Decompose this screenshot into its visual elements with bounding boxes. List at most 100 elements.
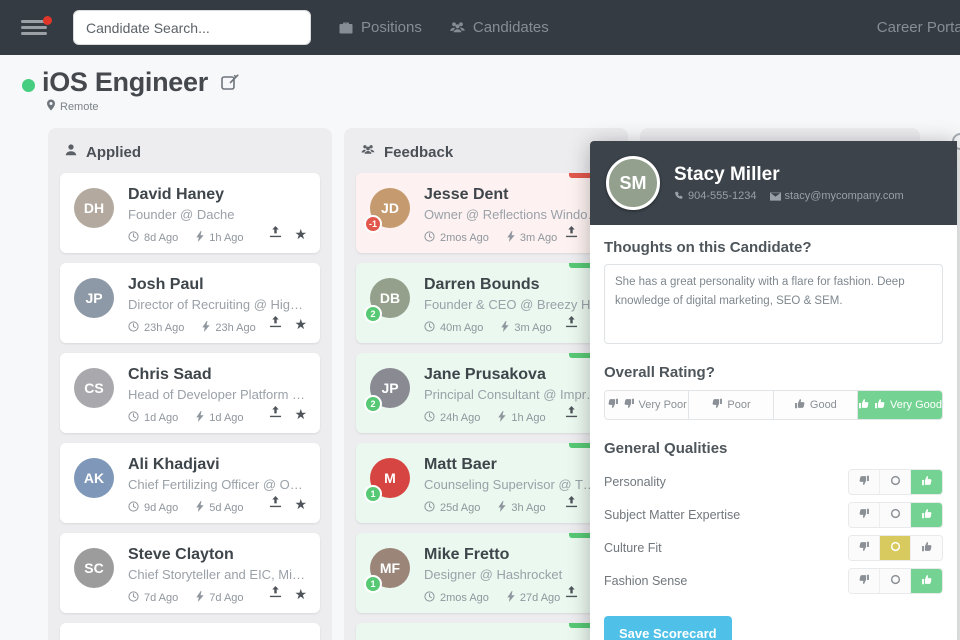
rating-label: Very Good [890,399,943,411]
thumb-up-icon [921,506,933,524]
search-input[interactable] [73,10,311,45]
star-icon[interactable]: ★ [294,406,307,422]
nav-item-label: Positions [361,19,422,36]
applied-ago: 1d Ago [144,412,179,424]
overall-rating-very-poor[interactable]: Very Poor [605,391,690,419]
candidate-phone: 904-555-1234 [674,190,757,202]
upload-icon[interactable] [565,405,578,423]
quality-label: Fashion Sense [604,574,688,588]
score-bar [569,443,607,448]
candidate-card[interactable]: CS Chris Saad Head of Developer Platform @… [60,353,320,433]
rating-label: Very Poor [638,399,687,411]
upload-icon[interactable] [269,495,282,513]
activity-ago: 1d Ago [209,412,244,424]
avatar: DH [74,188,114,228]
bolt-icon [196,591,204,605]
candidate-subtitle: Chief Fertilizing Officer @ One Tree Pl.… [128,477,306,492]
save-scorecard-button[interactable]: Save Scorecard [604,616,732,640]
quality-label: Culture Fit [604,541,662,555]
people-icon [449,20,466,36]
activity-ago: 1h Ago [511,412,546,424]
candidate-subtitle: Principal Consultant @ Improving Ent... [424,387,602,402]
bolt-icon [196,411,204,425]
quality-down-button[interactable] [849,470,880,494]
bolt-icon [507,591,515,605]
bolt-icon [501,321,510,335]
notification-dot [43,15,52,25]
candidate-meta: 9d Ago 5d Ago [128,501,306,515]
upload-icon[interactable] [269,585,282,603]
bolt-icon [498,411,507,425]
upload-icon[interactable] [565,315,578,333]
candidate-email: stacy@mycompany.com [769,190,904,202]
star-icon[interactable]: ★ [294,496,307,512]
score-bar [569,173,607,178]
career-portal-link[interactable]: Career Portal [876,19,960,36]
position-header: iOS Engineer Remote [0,55,960,150]
column-title: Applied [86,143,141,161]
candidate-card[interactable]: MF 1 Mike Fretto Designer @ Hashrocket 2mos … [356,533,616,613]
bolt-icon [507,231,515,245]
bolt-icon [196,231,204,245]
quality-neutral-button[interactable] [880,503,911,527]
star-icon[interactable]: ★ [294,316,307,332]
applied-ago: 9d Ago [144,502,179,514]
quality-neutral-button[interactable] [880,536,911,560]
overall-rating-group: Very Poor Poor Good Very Good [604,390,943,420]
hamburger-menu-icon[interactable] [21,15,52,36]
applied-ago: 2mos Ago [440,232,489,244]
candidate-card[interactable] [60,623,320,640]
envelope-icon [769,191,781,201]
briefcase-icon [338,20,354,36]
overall-rating-poor[interactable]: Poor [689,391,774,419]
candidate-card[interactable]: AK Ali Khadjavi Chief Fertilizing Officer … [60,443,320,523]
quality-up-button[interactable] [911,569,942,593]
circle-icon [890,539,901,557]
avatar: SC [74,548,114,588]
candidate-name: David Haney [128,186,225,203]
upload-icon[interactable] [565,225,578,243]
quality-down-button[interactable] [849,569,880,593]
activity-ago: 5d Ago [209,502,244,514]
thumb-up-icon [874,398,886,412]
thoughts-textarea[interactable]: She has a great personality with a flare… [604,264,943,344]
star-icon[interactable]: ★ [294,226,307,242]
upload-icon[interactable] [269,315,282,333]
candidate-card[interactable]: JD -1 Jesse Dent Owner @ Reflections Window… [356,173,616,253]
quality-up-button[interactable] [911,536,942,560]
upload-icon[interactable] [269,225,282,243]
candidate-card[interactable]: JP Josh Paul Director of Recruiting @ High… [60,263,320,343]
avatar: CS [74,368,114,408]
nav-item-candidates[interactable]: Candidates [449,19,549,36]
quality-down-button[interactable] [849,536,880,560]
quality-down-button[interactable] [849,503,880,527]
overall-rating-good[interactable]: Good [773,391,859,419]
page-title: iOS Engineer [42,67,208,97]
quality-up-button[interactable] [911,470,942,494]
star-icon[interactable]: ★ [294,586,307,602]
candidate-card[interactable]: M1 Matt Baer Counseling Supervisor @ The W… [356,443,616,523]
candidate-card[interactable]: JP 2 Jane Prusakova Principal Consultant @ … [356,353,616,433]
candidate-card[interactable]: DH David Haney Founder @ Dache 8d Ago 1h Ago… [60,173,320,253]
upload-icon[interactable] [269,405,282,423]
rating-label: Good [809,399,837,411]
quality-rating-group [848,535,943,561]
quality-neutral-button[interactable] [880,569,911,593]
upload-icon[interactable] [565,585,578,603]
overall-rating-very-good[interactable]: Very Good [858,391,942,419]
nav-item-positions[interactable]: Positions [338,19,422,36]
thoughts-label: Thoughts on this Candidate? [604,239,812,256]
candidate-card[interactable]: DB 2 Darren Bounds Founder & CEO @ Breezy H… [356,263,616,343]
quality-up-button[interactable] [911,503,942,527]
nav-item-label: Candidates [472,19,549,36]
quality-neutral-button[interactable] [880,470,911,494]
edit-icon[interactable] [220,73,239,97]
candidate-card[interactable] [356,623,616,640]
candidate-card[interactable]: SC Steve Clayton Chief Storyteller and EIC… [60,533,320,613]
clock-icon [424,321,435,335]
top-nav: Positions Candidates Career Portal [0,0,960,55]
candidate-meta: 2mos Ago 3m Ago [424,231,602,245]
circle-icon [890,473,901,491]
upload-icon[interactable] [565,495,578,513]
